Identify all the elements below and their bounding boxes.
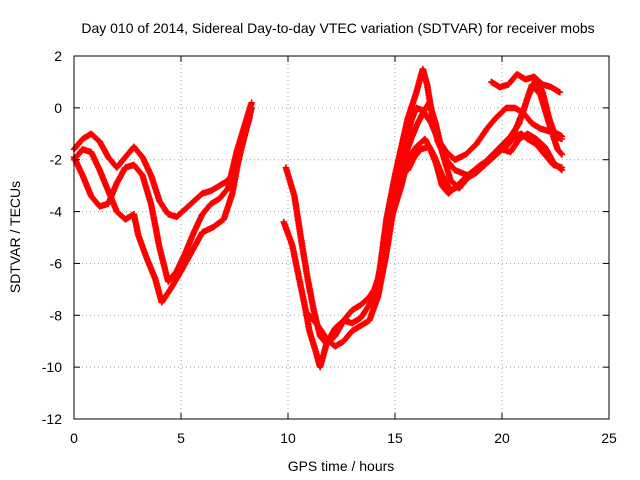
x-tick-label: 20 xyxy=(494,430,510,446)
series-layer xyxy=(70,65,566,371)
x-tick-label: 10 xyxy=(280,430,296,446)
series-track-7 xyxy=(404,130,566,197)
x-tick-label: 5 xyxy=(177,430,185,446)
plot-frame xyxy=(73,55,610,420)
series-markers xyxy=(487,70,564,96)
y-tick-label: -12 xyxy=(42,411,62,427)
y-tick-label: 2 xyxy=(54,48,62,64)
x-tick-label: 25 xyxy=(601,430,617,446)
x-tick-label: 15 xyxy=(387,430,403,446)
y-tick-label: -6 xyxy=(50,255,63,271)
series-track-9 xyxy=(487,70,564,96)
x-axis-label: GPS time / hours xyxy=(288,458,395,474)
y-tick-label: -2 xyxy=(50,152,63,168)
x-tick-label: 0 xyxy=(70,430,78,446)
y-tick-label: -8 xyxy=(50,307,63,323)
series-track-8 xyxy=(395,104,566,164)
chart-title: Day 010 of 2014, Sidereal Day-to-day VTE… xyxy=(81,20,594,36)
series-markers xyxy=(395,104,566,164)
y-tick-label: 0 xyxy=(54,100,62,116)
y-tick-label: -4 xyxy=(50,204,63,220)
y-tick-label: -10 xyxy=(42,359,62,375)
series-markers xyxy=(404,130,566,197)
grid xyxy=(74,56,609,419)
y-axis-label: SDTVAR / TECUs xyxy=(7,181,23,293)
